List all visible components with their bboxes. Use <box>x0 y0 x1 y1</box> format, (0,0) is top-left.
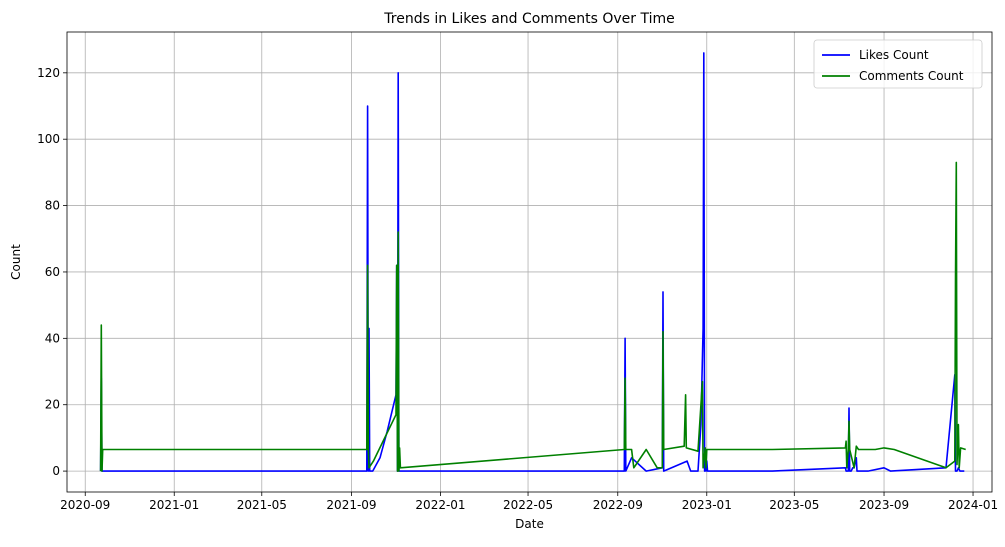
x-tick-label: 2023-01 <box>682 498 732 512</box>
plot-frame <box>66 31 993 493</box>
x-tick-label: 2022-09 <box>593 498 643 512</box>
y-tick-label: 100 <box>37 132 60 146</box>
y-tick-label: 60 <box>45 265 60 279</box>
series-line-likes <box>99 52 965 472</box>
series-line-comments <box>99 161 966 472</box>
x-axis-label: Date <box>515 517 544 531</box>
legend-box <box>813 39 983 89</box>
legend-label: Likes Count <box>859 48 929 62</box>
y-tick-label: 40 <box>45 331 60 345</box>
y-tick-label: 120 <box>37 66 60 80</box>
grid <box>67 32 992 492</box>
y-tick-label: 0 <box>52 464 60 478</box>
x-axis: 2020-09 2021-01 2021-05 2021-09 2022-01 2022-… <box>60 492 998 512</box>
x-tick-label: 2022-01 <box>415 498 465 512</box>
x-tick-label: 2021-05 <box>237 498 287 512</box>
x-tick-label: 2021-01 <box>149 498 199 512</box>
series-layer <box>99 52 966 472</box>
x-tick-label: 2023-05 <box>769 498 819 512</box>
x-tick-label: 2024-01 <box>948 498 998 512</box>
y-tick-label: 20 <box>45 398 60 412</box>
legend-label: Comments Count <box>859 69 964 83</box>
y-axis-label: Count <box>9 244 23 280</box>
chart-title: Trends in Likes and Comments Over Time <box>383 11 674 27</box>
y-axis: 0 20 40 60 80 100 120 <box>37 66 67 478</box>
x-tick-label: 2020-09 <box>60 498 110 512</box>
x-tick-label: 2023-09 <box>859 498 909 512</box>
y-tick-label: 80 <box>45 199 60 213</box>
x-tick-label: 2021-09 <box>326 498 376 512</box>
x-tick-label: 2022-05 <box>503 498 553 512</box>
legend: Likes Count Comments Count <box>813 39 983 89</box>
